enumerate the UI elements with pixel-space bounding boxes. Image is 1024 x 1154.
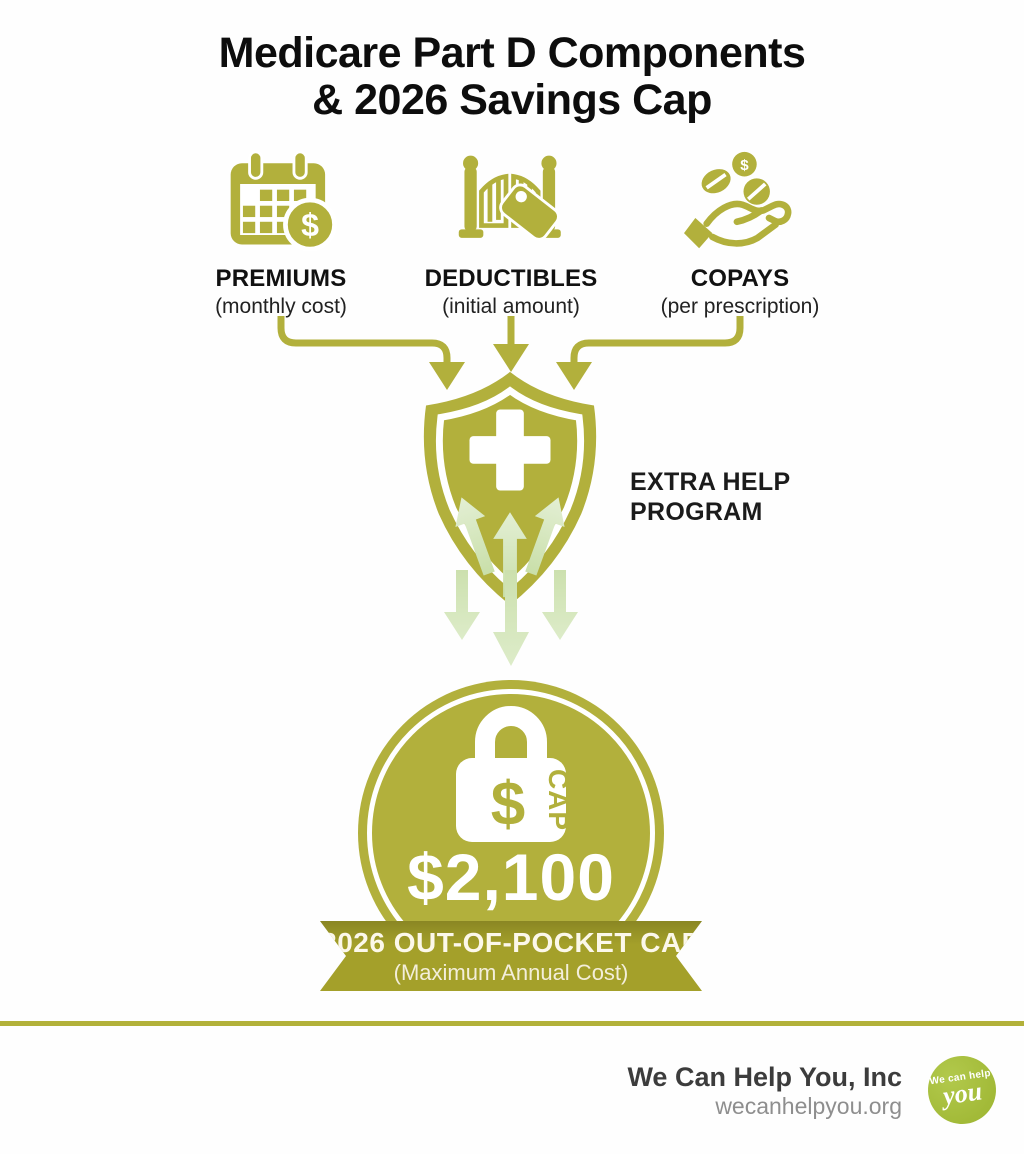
copays-label: COPAYS (690, 265, 790, 292)
title-line2: & 2026 Savings Cap (312, 76, 712, 125)
logo-text-script: you (941, 1075, 984, 1111)
calendar-dollar-icon: $ (230, 150, 337, 252)
copays-coin-dollar-glyph: $ (741, 157, 750, 174)
shield-up-arrows-icon (455, 497, 565, 598)
hand-pills-icon: $ (684, 151, 792, 249)
component-premiums: $ PREMIUMS (monthly cost) (166, 150, 396, 319)
banner-line1: 2026 OUT-OF-POCKET CAP (321, 926, 701, 958)
program-line1: EXTRA HELP (630, 468, 791, 496)
cap-amount: $2,100 (407, 840, 615, 914)
footer-company-name: We Can Help You, Inc (627, 1062, 902, 1092)
lock-icon: $ CAP (456, 706, 574, 842)
cap-banner: 2026 OUT-OF-POCKET CAP (Maximum Annual C… (320, 921, 702, 991)
extra-help-program-label: EXTRA HELP PROGRAM (630, 468, 790, 527)
component-copays: $ COPAYS (per prescription) (625, 150, 855, 319)
flow-arrows-icon (277, 316, 744, 390)
component-deductibles: DEDUCTIBLES (initial amount) (396, 150, 626, 319)
medical-cross-icon (469, 409, 551, 491)
lock-dollar-glyph: $ (491, 770, 525, 839)
deductibles-label: DEDUCTIBLES (424, 265, 598, 292)
coin-dollar-glyph: $ (301, 207, 319, 243)
gate-price-tag-icon (459, 155, 562, 241)
program-line2: PROGRAM (630, 497, 763, 526)
deductibles-sublabel: (initial amount) (442, 295, 580, 318)
page-title: Medicare Part D Components & 2026 Saving… (0, 29, 1024, 125)
premiums-sublabel: (monthly cost) (215, 295, 347, 318)
footer-divider (0, 1021, 1024, 1026)
banner-line2: (Maximum Annual Cost) (393, 959, 629, 985)
title-line1: Medicare Part D Components (218, 29, 806, 77)
lock-cap-glyph: CAP (543, 769, 574, 831)
premiums-label: PREMIUMS (215, 265, 347, 292)
down-arrows-icon (444, 570, 578, 666)
company-logo: We can help you (923, 1051, 1001, 1129)
footer-website: wecanhelpyou.org (715, 1093, 902, 1119)
copays-sublabel: (per prescription) (660, 295, 820, 318)
